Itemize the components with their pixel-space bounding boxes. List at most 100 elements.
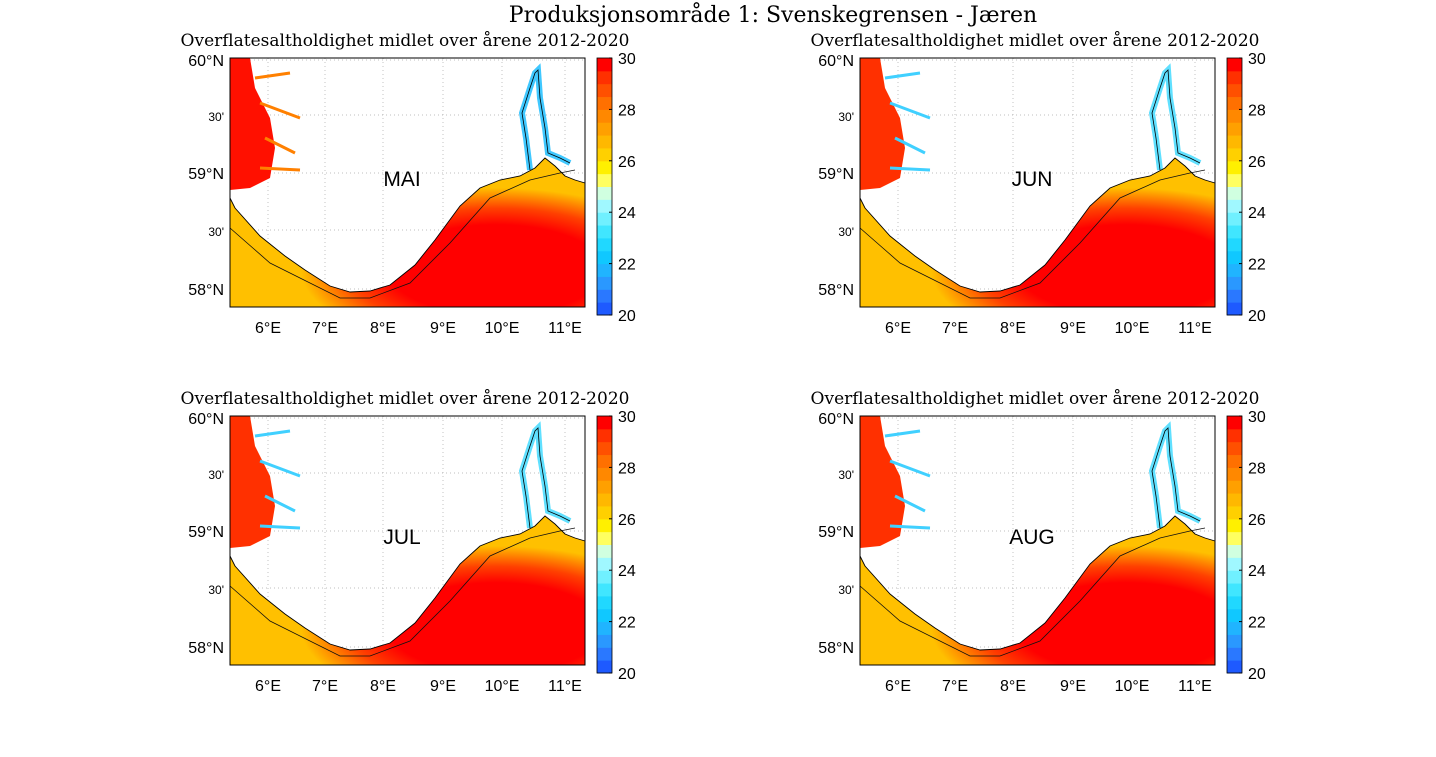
colorbar-band <box>1227 583 1242 597</box>
lon-label: 7°E <box>942 320 968 337</box>
colorbar-band <box>1227 660 1242 674</box>
lon-label: 7°E <box>312 320 338 337</box>
colorbar-band <box>1227 557 1242 571</box>
colorbar-band <box>1227 454 1242 468</box>
month-label: MAI <box>383 168 420 191</box>
colorbar-label: 30 <box>618 51 636 68</box>
lat-label: 59°N <box>188 166 224 183</box>
lon-label: 11°E <box>1178 320 1212 337</box>
colorbar-band <box>1227 70 1242 85</box>
colorbar-band <box>597 83 612 98</box>
colorbar-band <box>1227 570 1242 584</box>
colorbar-band <box>597 160 612 175</box>
colorbar-band <box>597 250 612 265</box>
lon-label: 10°E <box>485 678 520 695</box>
colorbar-band <box>1227 173 1242 187</box>
month-label: AUG <box>1009 526 1055 549</box>
colorbar-band <box>1227 122 1242 136</box>
lon-label: 6°E <box>255 320 281 337</box>
western-fjords <box>230 58 275 190</box>
fjord-arm <box>889 459 931 478</box>
oslofjord-outline <box>1151 427 1201 529</box>
colorbar-label: 24 <box>618 205 636 222</box>
colorbar-band <box>1227 518 1242 533</box>
oslofjord <box>518 421 572 529</box>
colorbar-band <box>1227 83 1242 98</box>
colorbar-band <box>1227 96 1242 110</box>
colorbar-band <box>1227 186 1242 200</box>
western-fjords <box>860 58 905 190</box>
colorbar-label: 24 <box>618 563 636 580</box>
colorbar-band <box>597 595 612 610</box>
colorbar-label: 20 <box>1248 666 1266 683</box>
map-frame <box>859 57 1216 308</box>
colorbar-frame <box>596 415 613 674</box>
colorbar-band <box>1227 289 1242 303</box>
colorbar-label: 26 <box>1248 154 1266 171</box>
fjord-arm <box>254 71 291 80</box>
fjord-arm <box>254 429 291 438</box>
lon-label: 10°E <box>1115 678 1150 695</box>
colorbar-band <box>1227 634 1242 648</box>
lon-label: 6°E <box>885 320 911 337</box>
colorbar-label: 28 <box>618 102 636 119</box>
fjord-arm <box>889 101 931 120</box>
colorbar-band <box>597 505 612 520</box>
colorbar-band <box>1227 109 1242 123</box>
colorbar-label: 26 <box>1248 512 1266 529</box>
oslofjord-outline <box>1151 69 1201 171</box>
fjord-arm <box>889 524 931 530</box>
colorbar-band <box>597 416 612 430</box>
lon-label: 6°E <box>255 678 281 695</box>
lat-label: 58°N <box>188 282 224 299</box>
colorbar-band <box>597 70 612 85</box>
colorbar-band <box>597 302 612 316</box>
colorbar-band <box>1227 276 1242 290</box>
colorbar-band <box>597 493 612 507</box>
colorbar-label: 30 <box>1248 409 1266 426</box>
lon-label: 11°E <box>548 678 582 695</box>
colorbar-label: 24 <box>1248 563 1266 580</box>
fjord-arm <box>259 166 301 172</box>
lat-label: 60°N <box>818 53 854 70</box>
coastline <box>859 157 1216 293</box>
colorbar-label: 20 <box>618 666 636 683</box>
map-frame <box>229 415 586 666</box>
colorbar-band <box>597 173 612 187</box>
colorbar-band <box>1227 58 1242 72</box>
lon-label: 10°E <box>1115 320 1150 337</box>
depth-contour <box>859 527 1206 657</box>
lon-label: 11°E <box>548 320 582 337</box>
lon-label: 8°E <box>370 320 396 337</box>
colorbar-band <box>1227 544 1242 558</box>
lat-label: 60°N <box>188 53 224 70</box>
colorbar-band <box>1227 147 1242 162</box>
colorbar-frame <box>1226 415 1243 674</box>
colorbar-band <box>597 212 612 226</box>
coastline <box>859 515 1216 651</box>
depth-contour <box>229 169 576 299</box>
panel-subtitle: Overflatesaltholdighet midlet over årene… <box>811 31 1260 51</box>
lon-label: 9°E <box>430 320 456 337</box>
colorbar-label: 26 <box>618 512 636 529</box>
lat-label: 30' <box>208 225 224 239</box>
colorbar-band <box>597 621 612 635</box>
fjord-arm <box>259 524 301 530</box>
colorbar-label: 28 <box>618 460 636 477</box>
colorbar-label: 22 <box>1248 615 1266 632</box>
map-frame <box>229 57 586 308</box>
colorbar-band <box>597 225 612 239</box>
lon-label: 7°E <box>312 678 338 695</box>
lat-label: 30' <box>208 110 224 124</box>
colorbar-band <box>1227 467 1242 481</box>
fjord-arm <box>894 136 926 155</box>
colorbar-band <box>597 634 612 648</box>
colorbar-band <box>597 441 612 456</box>
lat-label: 58°N <box>818 282 854 299</box>
lon-label: 10°E <box>485 320 520 337</box>
oslofjord <box>1148 63 1202 171</box>
colorbar-band <box>1227 237 1242 252</box>
colorbar-band <box>597 583 612 597</box>
colorbar-band <box>1227 428 1242 443</box>
